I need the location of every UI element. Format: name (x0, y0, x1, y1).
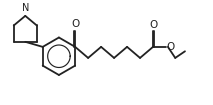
Text: O: O (71, 19, 79, 29)
Text: O: O (149, 20, 157, 30)
Text: O: O (166, 42, 174, 52)
Text: N: N (22, 3, 29, 12)
